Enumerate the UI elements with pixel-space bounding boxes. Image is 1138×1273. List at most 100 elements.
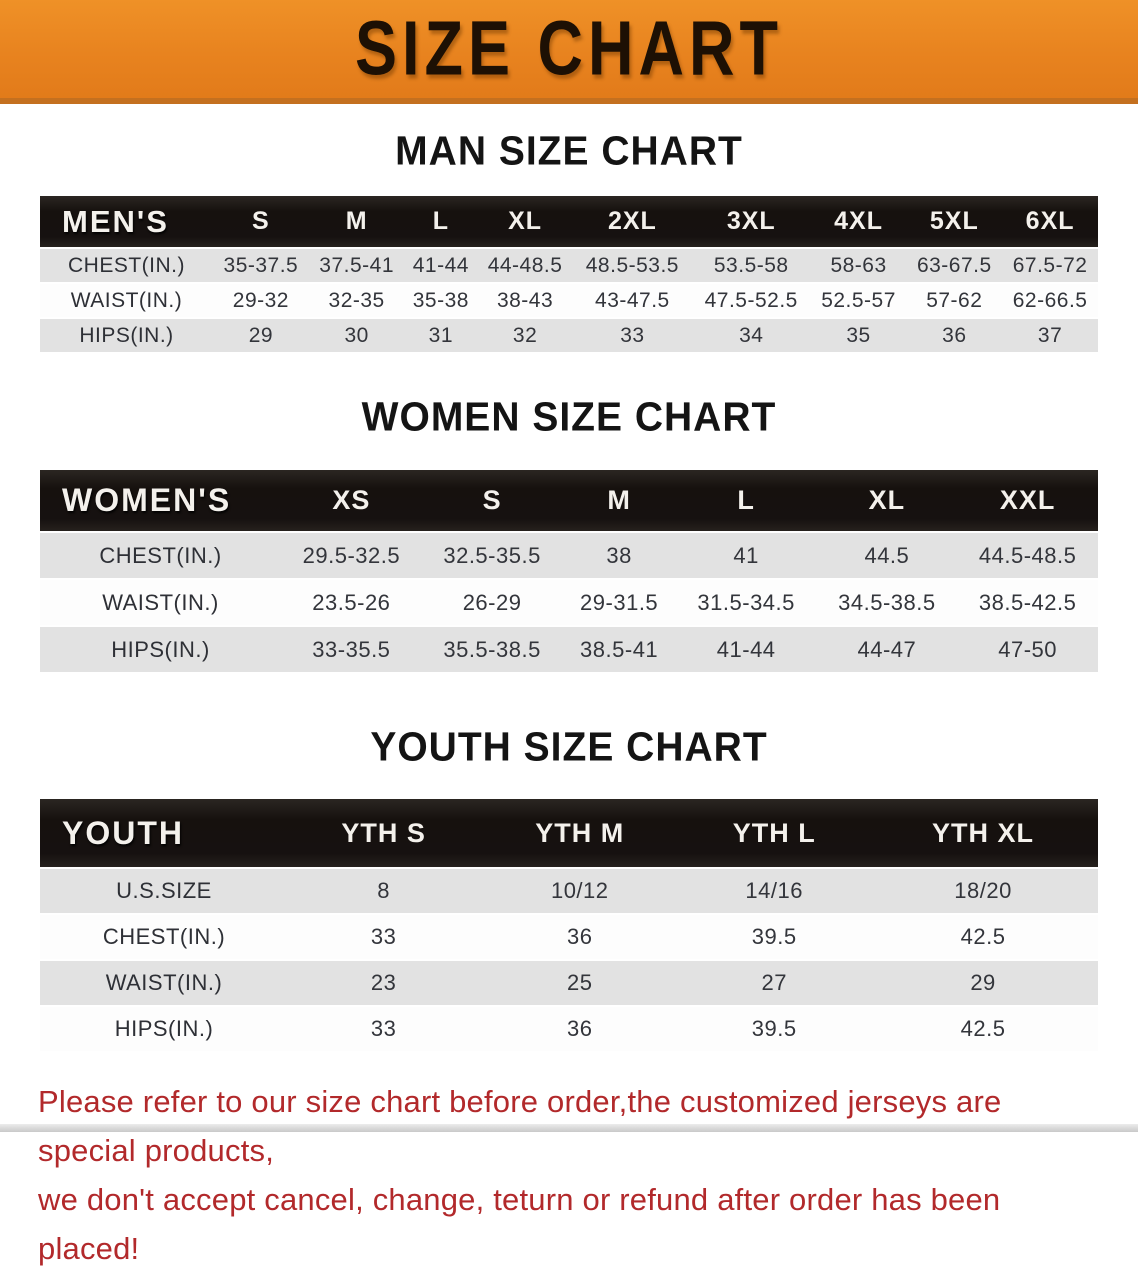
youth-column-header-yth-xl: YTH XL: [868, 799, 1098, 867]
women-waist-in-xl: 34.5-38.5: [816, 580, 958, 625]
men-column-header-xl: XL: [477, 196, 573, 247]
women-column-header-xxl: XXL: [957, 470, 1098, 531]
men-waist-in-s: 29-32: [213, 284, 309, 317]
men-hips-in-xl: 32: [477, 319, 573, 352]
men-row-label-waist-in: WAIST(IN.): [40, 284, 213, 317]
youth-chest-in-yth-s: 33: [288, 915, 480, 959]
youth-row-hips-in: HIPS(IN.) 33 36 39.5 42.5: [40, 1007, 1098, 1051]
men-column-header-2xl: 2XL: [572, 196, 692, 247]
youth-column-header-yth-m: YTH M: [479, 799, 681, 867]
youth-corner-label: YOUTH: [40, 799, 288, 867]
women-chest-in-xl: 44.5: [816, 533, 958, 578]
youth-column-header-yth-l: YTH L: [680, 799, 869, 867]
men-chest-in-3xl: 53.5-58: [691, 249, 811, 282]
women-row-label-chest-in: CHEST(IN.): [40, 533, 281, 578]
youth-row-u-s-size: U.S.SIZE 8 10/12 14/16 18/20: [40, 869, 1098, 913]
women-hips-in-xl: 44-47: [816, 627, 958, 672]
youth-row-waist-in: WAIST(IN.) 23 25 27 29: [40, 961, 1098, 1005]
men-waist-in-l: 35-38: [404, 284, 478, 317]
women-column-header-m: M: [562, 470, 676, 531]
women-row-waist-in: WAIST(IN.) 23.5-26 26-29 29-31.5 31.5-34.5 34…: [40, 580, 1098, 625]
disclaimer: Please refer to our size chart before or…: [38, 1077, 1102, 1273]
men-section-heading: MAN SIZE CHART: [395, 128, 743, 175]
women-column-header-l: L: [675, 470, 817, 531]
men-waist-in-5xl: 57-62: [906, 284, 1003, 317]
women-chest-in-xs: 29.5-32.5: [281, 533, 422, 578]
women-corner-label: WOMEN'S: [40, 470, 281, 531]
youth-section-heading: YOUTH SIZE CHART: [370, 724, 768, 771]
women-size-table: WOMEN'S XS S M L XL XXL CHEST(IN.) 29.5-32.5 32.5…: [40, 468, 1098, 674]
women-row-chest-in: CHEST(IN.) 29.5-32.5 32.5-35.5 38 41 44.5 44.5…: [40, 533, 1098, 578]
women-hips-in-s: 35.5-38.5: [421, 627, 563, 672]
women-waist-in-xxl: 38.5-42.5: [957, 580, 1098, 625]
youth-row-label-chest-in: CHEST(IN.): [40, 915, 288, 959]
men-chest-in-l: 41-44: [404, 249, 478, 282]
men-row-hips-in: HIPS(IN.) 29 30 31 32 33 34 35 36 37: [40, 319, 1098, 352]
youth-u-s-size-yth-l: 14/16: [680, 869, 869, 913]
section-youth: YOUTH SIZE CHART YOUTH YTH S YTH M YTH L YTH…: [0, 724, 1138, 1053]
men-corner-label: MEN'S: [40, 196, 213, 247]
youth-chest-in-yth-l: 39.5: [680, 915, 869, 959]
men-column-header-s: S: [213, 196, 309, 247]
women-chest-in-m: 38: [562, 533, 676, 578]
section-men: MAN SIZE CHART MEN'S S M L XL 2XL 3XL 4XL 5XL 6XL…: [0, 128, 1138, 354]
men-chest-in-6xl: 67.5-72: [1002, 249, 1098, 282]
youth-column-header-yth-s: YTH S: [288, 799, 480, 867]
men-chest-in-4xl: 58-63: [810, 249, 907, 282]
women-waist-in-l: 31.5-34.5: [675, 580, 817, 625]
women-row-label-waist-in: WAIST(IN.): [40, 580, 281, 625]
men-chest-in-5xl: 63-67.5: [906, 249, 1003, 282]
men-chest-in-m: 37.5-41: [308, 249, 405, 282]
youth-row-label-u-s-size: U.S.SIZE: [40, 869, 288, 913]
women-column-header-xs: XS: [281, 470, 422, 531]
youth-hips-in-yth-m: 36: [479, 1007, 681, 1051]
youth-waist-in-yth-xl: 29: [868, 961, 1098, 1005]
men-column-header-6xl: 6XL: [1002, 196, 1098, 247]
women-row-hips-in: HIPS(IN.) 33-35.5 35.5-38.5 38.5-41 41-44 44-…: [40, 627, 1098, 672]
women-column-header-xl: XL: [816, 470, 958, 531]
women-chest-in-s: 32.5-35.5: [421, 533, 563, 578]
youth-row-label-waist-in: WAIST(IN.): [40, 961, 288, 1005]
youth-waist-in-yth-m: 25: [479, 961, 681, 1005]
men-row-label-hips-in: HIPS(IN.): [40, 319, 213, 352]
men-row-label-chest-in: CHEST(IN.): [40, 249, 213, 282]
youth-waist-in-yth-s: 23: [288, 961, 480, 1005]
youth-u-s-size-yth-xl: 18/20: [868, 869, 1098, 913]
women-section-heading: WOMEN SIZE CHART: [361, 394, 777, 441]
men-column-header-5xl: 5XL: [906, 196, 1003, 247]
men-waist-in-2xl: 43-47.5: [572, 284, 692, 317]
men-hips-in-s: 29: [213, 319, 309, 352]
women-hips-in-m: 38.5-41: [562, 627, 676, 672]
women-hips-in-xs: 33-35.5: [281, 627, 422, 672]
disclaimer-line-2: we don't accept cancel, change, teturn o…: [38, 1182, 1001, 1266]
youth-waist-in-yth-l: 27: [680, 961, 869, 1005]
men-size-table: MEN'S S M L XL 2XL 3XL 4XL 5XL 6XL CHEST(IN.) 35-37…: [40, 194, 1098, 354]
men-column-header-m: M: [308, 196, 405, 247]
youth-row-label-hips-in: HIPS(IN.): [40, 1007, 288, 1051]
men-row-waist-in: WAIST(IN.) 29-32 32-35 35-38 38-43 43-47.5 47.…: [40, 284, 1098, 317]
youth-hips-in-yth-l: 39.5: [680, 1007, 869, 1051]
men-waist-in-4xl: 52.5-57: [810, 284, 907, 317]
bottom-edge-strip: [0, 1124, 1138, 1132]
youth-header-row: YOUTH YTH S YTH M YTH L YTH XL: [40, 799, 1098, 867]
men-hips-in-6xl: 37: [1002, 319, 1098, 352]
women-hips-in-l: 41-44: [675, 627, 817, 672]
page-title: SIZE CHART: [355, 6, 783, 92]
men-hips-in-5xl: 36: [906, 319, 1003, 352]
women-chest-in-l: 41: [675, 533, 817, 578]
banner: SIZE CHART: [0, 0, 1138, 104]
youth-u-s-size-yth-m: 10/12: [479, 869, 681, 913]
men-hips-in-4xl: 35: [810, 319, 907, 352]
men-column-header-4xl: 4XL: [810, 196, 907, 247]
youth-u-s-size-yth-s: 8: [288, 869, 480, 913]
men-hips-in-m: 30: [308, 319, 405, 352]
women-waist-in-xs: 23.5-26: [281, 580, 422, 625]
women-column-header-s: S: [421, 470, 563, 531]
men-chest-in-xl: 44-48.5: [477, 249, 573, 282]
men-column-header-l: L: [404, 196, 478, 247]
women-header-row: WOMEN'S XS S M L XL XXL: [40, 470, 1098, 531]
women-waist-in-m: 29-31.5: [562, 580, 676, 625]
men-chest-in-2xl: 48.5-53.5: [572, 249, 692, 282]
men-hips-in-3xl: 34: [691, 319, 811, 352]
